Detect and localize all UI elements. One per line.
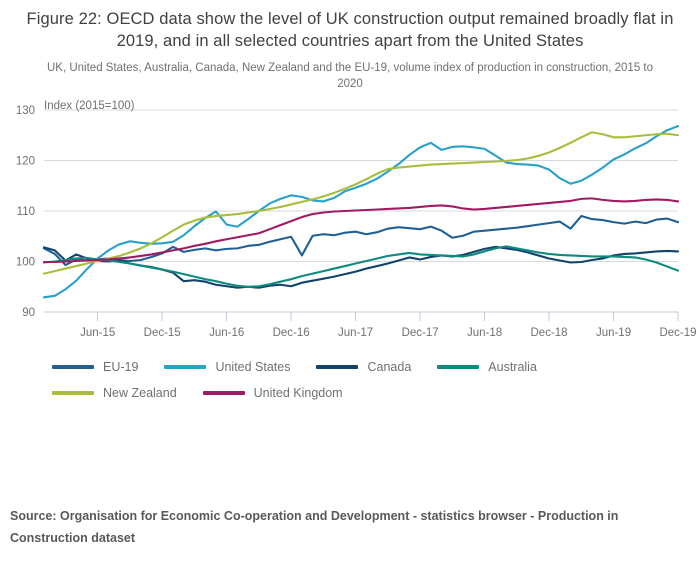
legend-color-swatch (202, 391, 245, 395)
x-axis-tick-label: Jun-18 (467, 327, 502, 339)
legend-row: EU-19 United States Canada Australia (52, 354, 692, 380)
legend-item-new-zealand[interactable]: New Zealand (52, 386, 177, 400)
legend-label: New Zealand (103, 386, 177, 400)
x-axis-tick-label: Jun-15 (80, 327, 115, 339)
source-note: Source: Organisation for Economic Co-ope… (10, 509, 619, 545)
chart-legend: EU-19 United States Canada Australia New Ze… (0, 348, 692, 406)
x-axis-tick-label: Jun-16 (209, 327, 244, 339)
x-axis-tick-label: Dec-16 (273, 327, 310, 339)
y-axis-tick-label: 130 (16, 105, 35, 117)
y-axis-tick-label: 100 (16, 257, 35, 269)
legend-item-united-kingdom[interactable]: United Kingdom (202, 386, 343, 400)
legend-label: United States (215, 360, 291, 374)
x-axis-tick-label: Jun-19 (596, 327, 631, 339)
legend-row: New Zealand United Kingdom (52, 380, 692, 406)
chart-title: Figure 22: OECD data show the level of U… (26, 10, 674, 50)
legend-color-swatch (316, 365, 359, 369)
legend-color-swatch (437, 365, 480, 369)
series-line-united-states (42, 125, 680, 299)
series-line-canada (42, 245, 680, 289)
legend-label: Australia (488, 360, 537, 374)
y-axis-unit-label: Index (2015=100) (44, 100, 135, 112)
line-chart-svg: 90 100 110 120 130 Index (2015=100) Jun-15 Dec-… (16, 100, 697, 339)
legend-color-swatch (52, 365, 94, 369)
x-axis-tick-label: Dec-17 (402, 327, 439, 339)
legend-label: EU-19 (103, 360, 139, 374)
legend-item-australia[interactable]: Australia (437, 360, 537, 374)
chart-subtitle: UK, United States, Australia, Canada, Ne… (46, 62, 654, 90)
series-line-united-kingdom (42, 197, 680, 264)
legend-item-united-states[interactable]: United States (164, 360, 290, 374)
series-line-eu-19 (42, 215, 680, 267)
legend-label: Canada (367, 360, 412, 374)
legend-color-swatch (164, 365, 207, 369)
legend-item-eu-19[interactable]: EU-19 (52, 360, 138, 374)
x-axis-tick-label: Dec-18 (531, 327, 568, 339)
series-line-australia (42, 245, 680, 288)
y-axis-tick-label: 90 (22, 307, 35, 319)
plot-area: 90 100 110 120 130 Index (2015=100) Jun-15 Dec-… (0, 98, 700, 348)
y-axis-tick-label: 120 (16, 156, 35, 168)
x-axis-tick-label: Dec-15 (144, 327, 181, 339)
x-axis-tick-label: Dec-19 (659, 327, 696, 339)
series-line-new-zealand (42, 131, 680, 275)
legend-color-swatch (52, 391, 94, 395)
x-axis-tick-label: Jun-17 (338, 327, 373, 339)
legend-item-canada[interactable]: Canada (316, 360, 411, 374)
y-axis-tick-label: 110 (17, 206, 35, 218)
legend-label: United Kingdom (253, 386, 343, 400)
